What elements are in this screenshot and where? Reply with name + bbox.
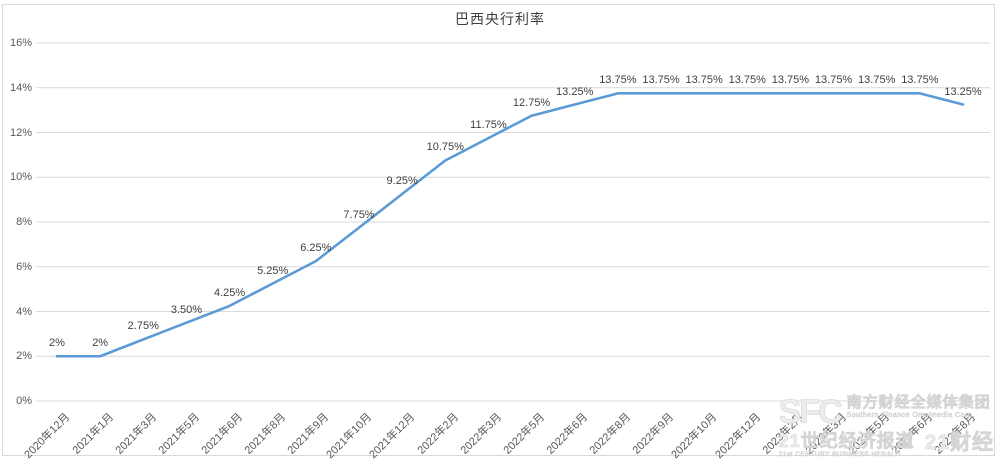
y-tick-label: 4% — [16, 305, 32, 318]
point-label: 2.75% — [127, 320, 159, 333]
y-tick-label: 6% — [16, 260, 32, 273]
point-label: 5.25% — [257, 264, 289, 277]
y-tick-label: 16% — [9, 37, 32, 49]
y-tick-label: 8% — [16, 216, 32, 228]
point-label: 4.25% — [213, 286, 246, 299]
point-label: 11.75% — [470, 119, 507, 132]
point-label: 13.75% — [728, 74, 766, 87]
point-label: 9.25% — [386, 175, 418, 188]
point-label: 13.75% — [901, 74, 939, 87]
y-tick-label: 0% — [16, 395, 32, 407]
point-label: 2% — [92, 337, 109, 350]
point-label: 13.75% — [685, 74, 723, 87]
y-tick-label: 10% — [9, 171, 32, 184]
point-label: 3.50% — [170, 303, 203, 316]
series-line — [55, 92, 965, 358]
point-label: 12.75% — [512, 96, 551, 109]
y-tick-label: 12% — [9, 126, 32, 139]
point-label: 13.75% — [814, 74, 853, 87]
point-label: 13.75% — [771, 74, 810, 87]
point-label: 13.75% — [599, 74, 637, 87]
y-tick-label: 2% — [16, 350, 32, 363]
point-label: 6.25% — [300, 242, 332, 255]
point-label: 7.75% — [343, 208, 375, 221]
point-label: 2% — [49, 337, 65, 350]
y-tick-label: 14% — [9, 81, 32, 94]
point-label: 13.25% — [944, 85, 982, 98]
point-label: 13.75% — [858, 74, 896, 87]
point-label: 13.25% — [556, 85, 594, 98]
chart-title: 巴西央行利率 — [455, 11, 545, 27]
point-label: 10.75% — [426, 141, 464, 154]
point-label: 13.75% — [642, 74, 680, 87]
